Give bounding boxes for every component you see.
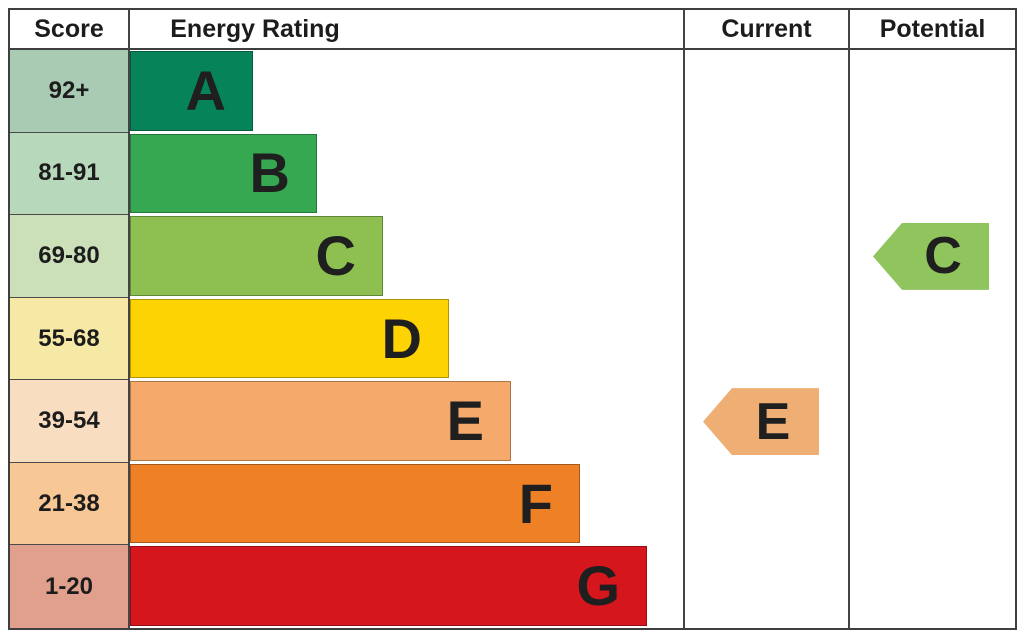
band-row-a: 92+ A bbox=[10, 50, 1015, 133]
column-divider-current bbox=[683, 10, 685, 628]
rating-bar-b: B bbox=[130, 133, 317, 214]
rating-bar-a: A bbox=[130, 51, 253, 131]
potential-arrow-letter: C bbox=[924, 227, 962, 286]
rating-bar-e: E bbox=[130, 381, 511, 461]
header-row: Score Energy Rating Current Potential bbox=[10, 10, 1015, 50]
rating-letter: C bbox=[315, 223, 356, 287]
score-range-label: 39-54 bbox=[38, 407, 100, 435]
rating-letter: D bbox=[381, 306, 422, 370]
score-header: Score bbox=[34, 15, 104, 43]
score-range-label: 81-91 bbox=[38, 159, 100, 187]
rating-bar-d: D bbox=[130, 298, 449, 379]
score-range-label: 55-68 bbox=[38, 324, 100, 352]
rating-letter: E bbox=[446, 389, 484, 453]
rating-letter: G bbox=[576, 554, 620, 618]
column-divider-potential bbox=[848, 10, 850, 628]
current-arrow-letter: E bbox=[755, 392, 791, 451]
score-range-label: 92+ bbox=[48, 76, 90, 104]
score-cell-g: 1-20 bbox=[10, 545, 128, 629]
band-row-d: 55-68 D bbox=[10, 297, 1015, 381]
band-row-c: 69-80 C bbox=[10, 215, 1015, 298]
rating-letter: B bbox=[249, 141, 290, 205]
band-row-e: 39-54 E bbox=[10, 380, 1015, 463]
score-cell-f: 21-38 bbox=[10, 462, 128, 546]
energy-rating-header: Energy Rating bbox=[170, 15, 340, 43]
epc-table: Score Energy Rating Current Potential 92… bbox=[8, 8, 1017, 630]
bands-rows: 92+ A 81-91 B 69-80 C 55-68 D 39-54 E 21-38 F 1-20 G bbox=[10, 50, 1015, 629]
score-range-label: 1-20 bbox=[44, 572, 94, 600]
column-divider-score bbox=[128, 10, 130, 628]
score-cell-d: 55-68 bbox=[10, 297, 128, 381]
band-row-g: 1-20 G bbox=[10, 545, 1015, 629]
potential-header: Potential bbox=[879, 15, 986, 43]
rating-bar-g: G bbox=[130, 546, 647, 627]
score-cell-b: 81-91 bbox=[10, 132, 128, 216]
rating-bar-f: F bbox=[130, 463, 580, 544]
score-cell-e: 39-54 bbox=[10, 380, 128, 463]
score-cell-a: 92+ bbox=[10, 50, 128, 133]
band-row-f: 21-38 F bbox=[10, 462, 1015, 546]
rating-bar-c: C bbox=[130, 216, 383, 296]
score-range-label: 21-38 bbox=[38, 489, 100, 517]
current-header: Current bbox=[721, 15, 812, 43]
score-cell-c: 69-80 bbox=[10, 215, 128, 298]
rating-letter: F bbox=[518, 471, 553, 535]
rating-letter: A bbox=[185, 58, 226, 122]
score-range-label: 69-80 bbox=[38, 241, 100, 269]
band-row-b: 81-91 B bbox=[10, 132, 1015, 216]
